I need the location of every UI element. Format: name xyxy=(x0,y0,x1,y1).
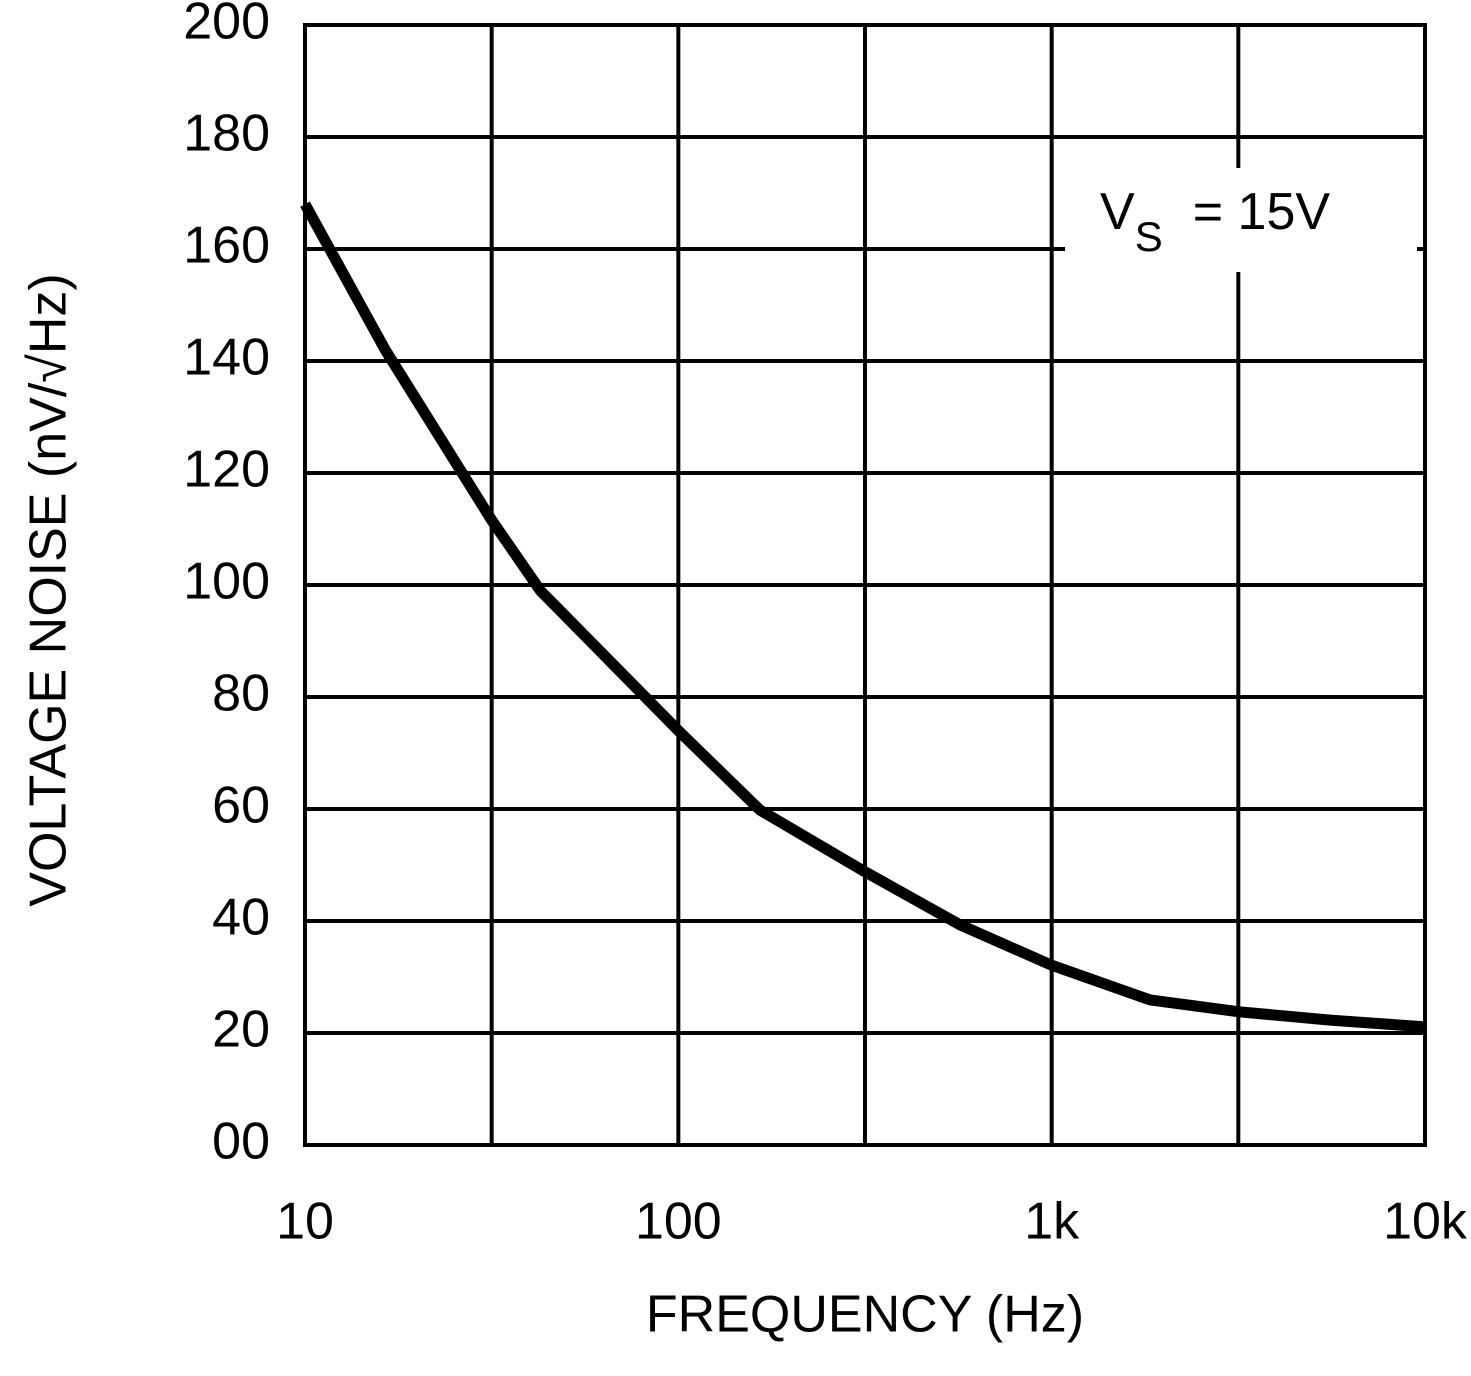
data-line xyxy=(300,201,1426,1033)
plot-frame xyxy=(303,23,1427,1147)
y-tick-label: 80 xyxy=(212,665,270,723)
y-tick-label: 20 xyxy=(212,1001,270,1059)
y-tick-label: 60 xyxy=(212,777,270,835)
annotation-background xyxy=(1065,168,1417,272)
y-tick-label: 120 xyxy=(183,441,270,499)
annotation-main: V xyxy=(1100,183,1135,241)
y-tick-label: 200 xyxy=(183,0,270,51)
x-axis-label: FREQUENCY (Hz) xyxy=(646,1286,1084,1344)
y-tick-label: 00 xyxy=(212,1113,270,1171)
annotation-tail: = 15V xyxy=(1193,183,1331,241)
y-tick-label: 180 xyxy=(183,105,270,163)
annotation: VS = 15V xyxy=(1100,183,1330,260)
x-tick-label: 10 xyxy=(276,1193,334,1251)
x-tick-label: 100 xyxy=(635,1193,722,1251)
x-tick-label: 1k xyxy=(1024,1193,1080,1251)
y-tick-label: 140 xyxy=(183,329,270,387)
annotation-subscript: S xyxy=(1135,213,1163,260)
y-tick-label: 100 xyxy=(183,553,270,611)
y-axis-label: VOLTAGE NOISE (nV/√Hz) xyxy=(20,273,78,906)
y-tick-label: 160 xyxy=(183,217,270,275)
x-tick-label: 10k xyxy=(1383,1193,1468,1251)
y-tick-label: 40 xyxy=(212,889,270,947)
